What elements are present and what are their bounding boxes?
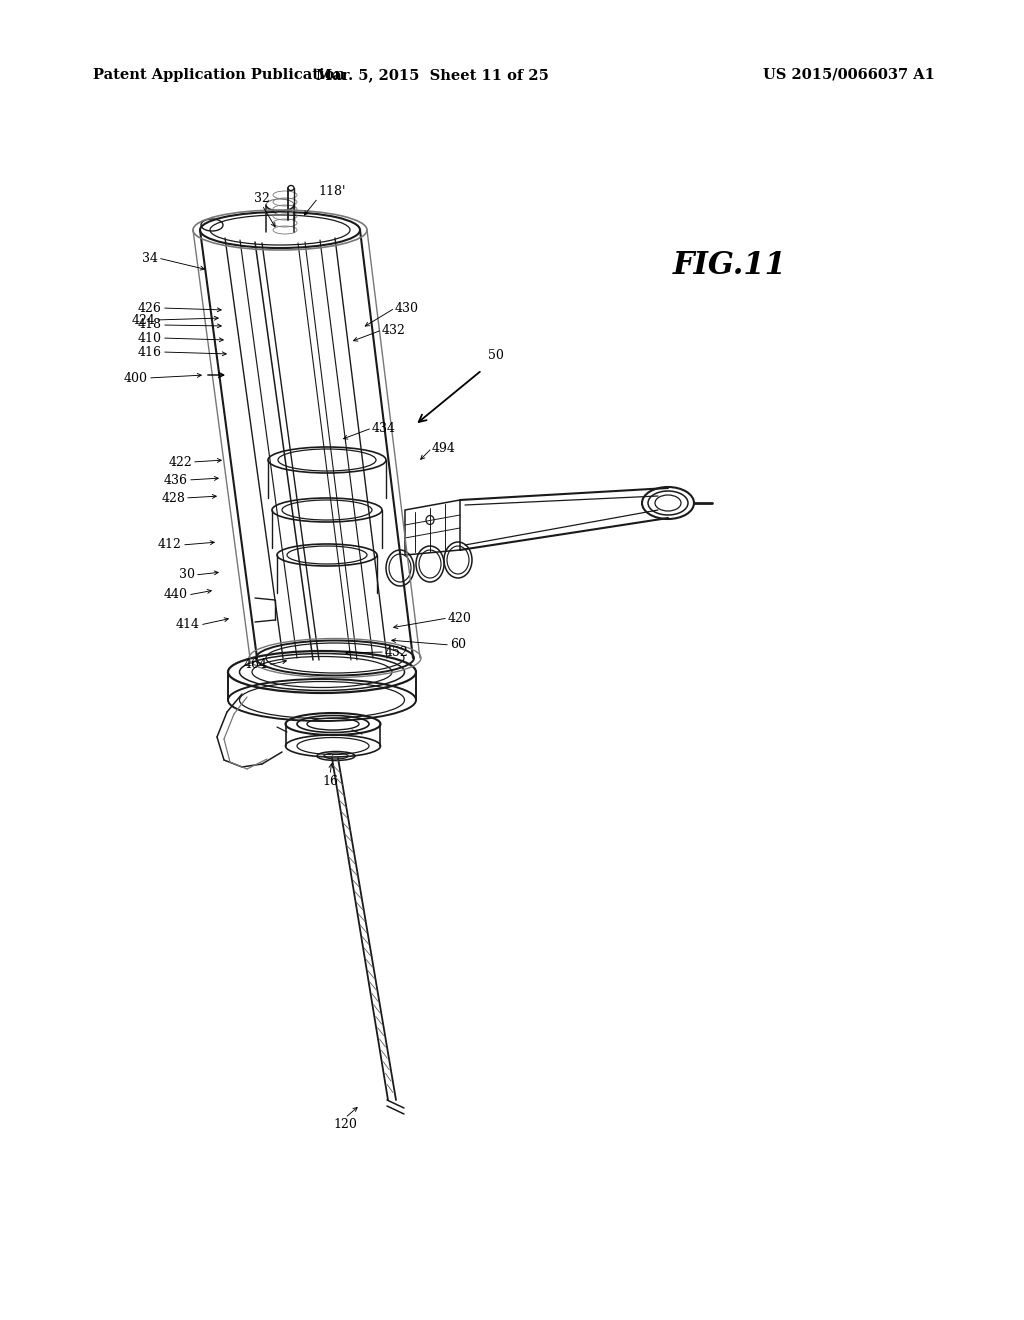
Text: 426: 426	[138, 301, 162, 314]
Text: Mar. 5, 2015  Sheet 11 of 25: Mar. 5, 2015 Sheet 11 of 25	[315, 69, 549, 82]
Text: 120: 120	[333, 1118, 357, 1131]
Text: 412: 412	[158, 539, 182, 552]
Text: 420: 420	[449, 611, 472, 624]
Text: FIG.11: FIG.11	[673, 249, 786, 281]
Text: 452: 452	[385, 645, 409, 659]
Text: 418: 418	[138, 318, 162, 331]
Text: 494: 494	[432, 441, 456, 454]
Text: 436: 436	[164, 474, 188, 487]
Text: 432: 432	[382, 323, 406, 337]
Text: 50: 50	[488, 348, 504, 362]
Text: 428: 428	[161, 491, 185, 504]
Text: Patent Application Publication: Patent Application Publication	[93, 69, 345, 82]
Text: 32: 32	[254, 191, 270, 205]
Text: 416: 416	[138, 346, 162, 359]
Text: 464: 464	[244, 659, 268, 672]
Text: 424: 424	[131, 314, 155, 326]
Text: 440: 440	[164, 589, 188, 602]
Text: 434: 434	[372, 421, 396, 434]
Text: US 2015/0066037 A1: US 2015/0066037 A1	[763, 69, 935, 82]
Text: 410: 410	[138, 331, 162, 345]
Text: 60: 60	[450, 639, 466, 652]
Text: 422: 422	[168, 455, 193, 469]
Text: 16: 16	[322, 775, 338, 788]
Text: 118': 118'	[318, 185, 345, 198]
Text: 414: 414	[176, 619, 200, 631]
Text: 400: 400	[124, 371, 148, 384]
Text: 30: 30	[179, 569, 195, 582]
Text: 34: 34	[142, 252, 158, 264]
Text: 430: 430	[395, 301, 419, 314]
